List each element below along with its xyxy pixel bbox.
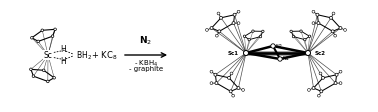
Circle shape: [308, 89, 310, 92]
Circle shape: [271, 44, 275, 49]
Text: - KBH$_4$: - KBH$_4$: [134, 58, 158, 69]
Circle shape: [335, 74, 338, 77]
Circle shape: [243, 36, 246, 38]
Circle shape: [232, 22, 235, 25]
Text: + KC$_8$: + KC$_8$: [91, 49, 117, 62]
Text: H: H: [60, 45, 66, 54]
Circle shape: [316, 14, 319, 17]
Circle shape: [210, 82, 213, 85]
Circle shape: [232, 94, 235, 97]
Circle shape: [339, 71, 342, 73]
Circle shape: [217, 13, 220, 16]
Circle shape: [210, 71, 213, 73]
Circle shape: [344, 29, 347, 32]
Circle shape: [312, 87, 315, 90]
Circle shape: [290, 31, 292, 33]
Text: BH$_2$: BH$_2$: [76, 49, 92, 62]
Text: N$_2$: N$_2$: [139, 34, 152, 47]
Circle shape: [41, 30, 43, 32]
Circle shape: [339, 27, 342, 30]
Circle shape: [237, 23, 240, 25]
Circle shape: [237, 87, 240, 90]
Circle shape: [53, 77, 56, 79]
Text: Sc2: Sc2: [315, 51, 326, 56]
Circle shape: [42, 69, 45, 72]
Circle shape: [243, 51, 248, 56]
Text: N2: N2: [276, 43, 283, 48]
Text: - graphite: - graphite: [129, 65, 163, 71]
Circle shape: [320, 90, 323, 93]
Circle shape: [259, 36, 262, 38]
Circle shape: [54, 29, 56, 31]
Circle shape: [339, 82, 342, 85]
Circle shape: [206, 29, 208, 32]
Circle shape: [304, 39, 306, 41]
Circle shape: [318, 94, 320, 97]
Text: Sc1: Sc1: [228, 51, 239, 56]
Circle shape: [51, 36, 54, 38]
Circle shape: [305, 51, 310, 56]
Circle shape: [37, 41, 40, 43]
Circle shape: [242, 89, 245, 92]
Circle shape: [32, 75, 35, 78]
Circle shape: [322, 77, 324, 80]
Circle shape: [278, 57, 282, 62]
Circle shape: [331, 31, 334, 33]
Text: H: H: [60, 57, 66, 66]
Circle shape: [262, 31, 264, 33]
Circle shape: [248, 39, 250, 41]
Circle shape: [46, 80, 49, 83]
Circle shape: [292, 36, 295, 38]
Circle shape: [312, 11, 315, 14]
Circle shape: [210, 27, 213, 30]
Circle shape: [233, 14, 236, 17]
Circle shape: [317, 22, 320, 25]
Circle shape: [31, 37, 33, 40]
Text: Sc: Sc: [43, 51, 53, 60]
Circle shape: [308, 36, 311, 38]
Circle shape: [237, 11, 240, 14]
Circle shape: [332, 13, 335, 16]
Circle shape: [218, 31, 221, 33]
Circle shape: [330, 17, 333, 20]
Circle shape: [319, 72, 322, 75]
Circle shape: [220, 17, 223, 20]
Circle shape: [229, 90, 232, 93]
Circle shape: [230, 72, 233, 75]
Circle shape: [334, 82, 337, 85]
Circle shape: [29, 68, 32, 71]
Circle shape: [215, 35, 218, 38]
Circle shape: [334, 35, 336, 38]
Circle shape: [252, 31, 254, 33]
Text: N1: N1: [283, 56, 290, 61]
Circle shape: [300, 31, 302, 33]
Circle shape: [215, 82, 218, 85]
Circle shape: [214, 74, 217, 77]
Circle shape: [228, 77, 231, 80]
Circle shape: [312, 23, 315, 25]
